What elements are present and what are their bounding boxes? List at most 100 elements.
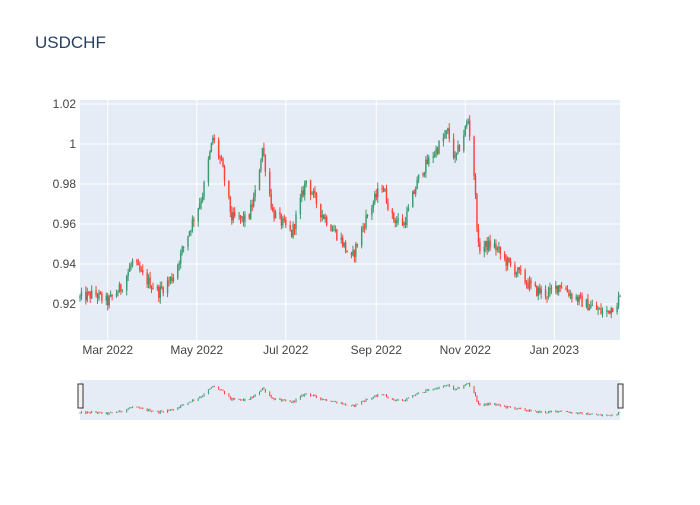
candle-increasing[interactable] xyxy=(108,294,110,309)
candle-increasing[interactable] xyxy=(238,211,240,221)
candle-increasing[interactable] xyxy=(606,306,608,318)
candle-decreasing[interactable] xyxy=(270,188,272,211)
candle-increasing[interactable] xyxy=(384,187,386,192)
candle-increasing[interactable] xyxy=(258,168,261,191)
candle-decreasing[interactable] xyxy=(264,154,267,177)
candle-increasing[interactable] xyxy=(156,284,159,292)
candle-increasing[interactable] xyxy=(191,215,194,233)
candle-decreasing[interactable] xyxy=(382,185,385,193)
candle-decreasing[interactable] xyxy=(289,220,291,232)
candle-decreasing[interactable] xyxy=(452,133,455,160)
candle-increasing[interactable] xyxy=(528,276,531,292)
candle-increasing[interactable] xyxy=(601,307,604,318)
candle-increasing[interactable] xyxy=(177,263,179,281)
candle-increasing[interactable] xyxy=(274,209,277,219)
candle-increasing[interactable] xyxy=(109,290,112,298)
candle-decreasing[interactable] xyxy=(89,290,91,304)
candle-increasing[interactable] xyxy=(115,289,118,298)
candle-decreasing[interactable] xyxy=(486,236,488,255)
candle-increasing[interactable] xyxy=(305,180,307,188)
candle-increasing[interactable] xyxy=(442,133,445,147)
candle-decreasing[interactable] xyxy=(95,285,97,298)
rangeslider-background[interactable] xyxy=(80,380,620,420)
candle-decreasing[interactable] xyxy=(474,173,477,200)
candle-increasing[interactable] xyxy=(496,246,499,253)
candle-decreasing[interactable] xyxy=(251,199,253,212)
candle-increasing[interactable] xyxy=(292,221,294,239)
candle-increasing[interactable] xyxy=(617,291,620,310)
candle-increasing[interactable] xyxy=(588,303,591,311)
candle-increasing[interactable] xyxy=(547,286,550,300)
candle-decreasing[interactable] xyxy=(473,135,475,181)
candle-increasing[interactable] xyxy=(455,152,458,161)
candle-increasing[interactable] xyxy=(498,241,500,253)
candle-increasing[interactable] xyxy=(374,190,376,206)
candle-increasing[interactable] xyxy=(428,154,430,167)
candle-increasing[interactable] xyxy=(483,240,485,258)
candle-increasing[interactable] xyxy=(201,192,204,203)
candle-decreasing[interactable] xyxy=(401,214,404,227)
candle-increasing[interactable] xyxy=(578,294,580,306)
candle-decreasing[interactable] xyxy=(222,157,224,168)
candle-increasing[interactable] xyxy=(403,221,405,229)
candle-increasing[interactable] xyxy=(457,140,459,155)
candle-decreasing[interactable] xyxy=(220,154,223,162)
candle-decreasing[interactable] xyxy=(587,293,589,311)
candle-decreasing[interactable] xyxy=(280,213,283,230)
candle-decreasing[interactable] xyxy=(559,284,561,293)
candle-increasing[interactable] xyxy=(487,236,490,253)
candle-increasing[interactable] xyxy=(250,199,252,220)
candle-increasing[interactable] xyxy=(182,246,185,253)
candle-increasing[interactable] xyxy=(454,151,456,163)
candle-decreasing[interactable] xyxy=(404,217,407,229)
candle-increasing[interactable] xyxy=(406,206,408,228)
candle-increasing[interactable] xyxy=(447,127,449,134)
candle-increasing[interactable] xyxy=(260,158,262,173)
candle-increasing[interactable] xyxy=(150,285,153,294)
candle-increasing[interactable] xyxy=(98,289,100,301)
candle-decreasing[interactable] xyxy=(283,214,286,223)
candle-decreasing[interactable] xyxy=(479,238,481,255)
candle-decreasing[interactable] xyxy=(309,179,312,201)
candle-increasing[interactable] xyxy=(241,216,243,223)
candle-decreasing[interactable] xyxy=(581,292,583,307)
candle-decreasing[interactable] xyxy=(565,285,567,291)
candle-increasing[interactable] xyxy=(190,229,192,236)
candle-decreasing[interactable] xyxy=(422,172,424,178)
candle-decreasing[interactable] xyxy=(120,283,122,295)
candle-decreasing[interactable] xyxy=(344,240,347,254)
candle-increasing[interactable] xyxy=(515,271,518,278)
candle-decreasing[interactable] xyxy=(394,217,396,228)
candle-increasing[interactable] xyxy=(118,281,121,293)
candle-decreasing[interactable] xyxy=(546,296,548,303)
candle-increasing[interactable] xyxy=(334,225,337,233)
candle-increasing[interactable] xyxy=(121,288,124,293)
candle-increasing[interactable] xyxy=(395,216,398,228)
candle-decreasing[interactable] xyxy=(248,213,251,220)
candle-decreasing[interactable] xyxy=(544,285,547,300)
candle-decreasing[interactable] xyxy=(111,294,113,301)
candle-increasing[interactable] xyxy=(432,151,434,164)
candle-increasing[interactable] xyxy=(207,156,210,187)
candle-increasing[interactable] xyxy=(377,182,379,203)
candle-increasing[interactable] xyxy=(557,285,560,296)
candle-decreasing[interactable] xyxy=(560,282,563,289)
candle-increasing[interactable] xyxy=(105,292,107,306)
candle-increasing[interactable] xyxy=(321,209,323,222)
candle-decreasing[interactable] xyxy=(101,291,103,304)
candle-increasing[interactable] xyxy=(169,276,172,285)
candle-decreasing[interactable] xyxy=(99,291,102,295)
candle-increasing[interactable] xyxy=(569,289,572,300)
candle-increasing[interactable] xyxy=(244,211,246,228)
candle-increasing[interactable] xyxy=(343,242,345,248)
candle-increasing[interactable] xyxy=(159,281,161,304)
candle-increasing[interactable] xyxy=(304,180,306,201)
candle-increasing[interactable] xyxy=(590,300,592,309)
candle-increasing[interactable] xyxy=(360,225,363,249)
candle-increasing[interactable] xyxy=(435,145,437,158)
candle-decreasing[interactable] xyxy=(509,257,512,268)
candle-decreasing[interactable] xyxy=(495,239,497,256)
candle-increasing[interactable] xyxy=(178,260,180,271)
candle-increasing[interactable] xyxy=(555,280,557,295)
candle-decreasing[interactable] xyxy=(571,292,573,303)
